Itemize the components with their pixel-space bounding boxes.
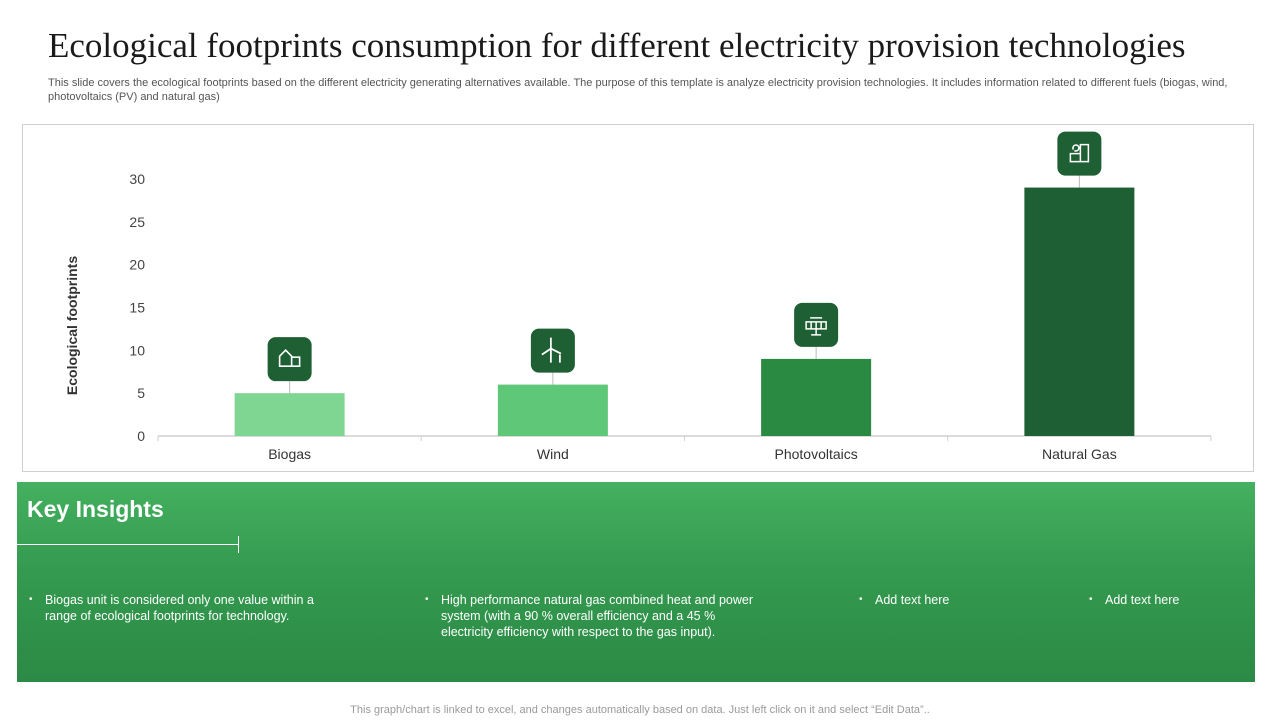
insights-divider-tick (238, 536, 239, 553)
key-insights-panel: Key Insights Biogas unit is considered o… (17, 482, 1255, 682)
y-axis-label: Ecological footprints (64, 256, 80, 395)
insight-list-1: Biogas unit is considered only one value… (27, 592, 347, 624)
y-tick-label: 30 (129, 171, 145, 187)
y-tick-label: 15 (129, 300, 145, 316)
house-icon (278, 349, 301, 367)
bar-wind (497, 384, 608, 436)
y-tick-label: 20 (129, 257, 145, 273)
chart-container: 0 5 10 15 20 25 30 Ecological footprints Biogas W… (22, 124, 1254, 472)
y-tick-label: 5 (137, 385, 145, 401)
y-tick-label: 25 (129, 214, 145, 230)
insight-item: Add text here (1087, 592, 1247, 608)
bar-photovoltaics (761, 358, 872, 436)
bar-chart: 0 5 10 15 20 25 30 Ecological footprints Biogas W… (64, 131, 1212, 462)
page-subtitle: This slide covers the ecological footpri… (48, 77, 1228, 103)
insight-item: Biogas unit is considered only one value… (27, 592, 347, 624)
icon-badge (267, 337, 312, 382)
insight-list-3: Add text here (857, 592, 1037, 608)
x-tick-label: Photovoltaics (774, 446, 857, 462)
footer-note: This graph/chart is linked to excel, and… (350, 704, 930, 716)
page-title: Ecological footprints consumption for di… (48, 26, 1186, 65)
bar-biogas (234, 393, 345, 436)
solar-panel-icon (805, 317, 827, 336)
y-tick-label: 10 (129, 342, 145, 358)
wind-turbine-icon (541, 337, 562, 363)
insights-divider (17, 544, 238, 545)
x-tick-label: Biogas (268, 446, 311, 462)
gas-plant-icon (1069, 143, 1090, 163)
y-tick-label: 0 (137, 428, 145, 444)
insight-list-2: High performance natural gas combined he… (423, 592, 763, 640)
insight-list-4: Add text here (1087, 592, 1247, 608)
bar-natural-gas (1024, 187, 1135, 436)
x-tick-label: Natural Gas (1042, 446, 1117, 462)
insight-item: Add text here (857, 592, 1037, 608)
insight-item: High performance natural gas combined he… (423, 592, 763, 640)
x-tick-label: Wind (537, 446, 569, 462)
key-insights-title: Key Insights (27, 496, 164, 522)
